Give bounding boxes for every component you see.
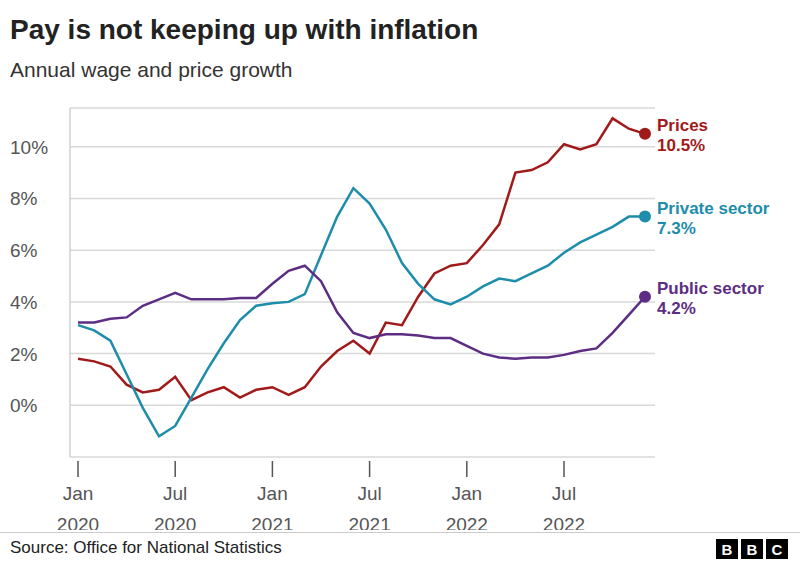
svg-text:Private sector7.3%: Private sector7.3%	[657, 199, 770, 238]
html-text:Pay is not keeping up with inf: Pay is not keeping up with inflation	[10, 14, 479, 45]
svg-text:Jul2021: Jul2021	[348, 483, 390, 530]
svg-text:Jul2020: Jul2020	[154, 483, 196, 530]
svg-text:0%: 0%	[10, 395, 38, 416]
svg-text:4%: 4%	[10, 292, 38, 313]
svg-text:10%: 10%	[10, 137, 48, 158]
svg-text:2%: 2%	[10, 344, 38, 365]
html-text:C: C	[771, 540, 783, 558]
html-text:B: B	[746, 540, 758, 558]
svg-text:Jul2022: Jul2022	[543, 483, 585, 530]
svg-text:Public sector4.2%: Public sector4.2%	[657, 279, 764, 318]
svg-text:Prices10.5%: Prices10.5%	[657, 116, 708, 155]
svg-text:Jan2022: Jan2022	[446, 483, 488, 530]
html-text:Annual wage and price growth: Annual wage and price growth	[10, 58, 293, 81]
svg-text:6%: 6%	[10, 240, 38, 261]
html-text:Source: Office for National St: Source: Office for National Statistics	[10, 538, 282, 557]
svg-text:Jan2021: Jan2021	[251, 483, 293, 530]
svg-text:8%: 8%	[10, 188, 38, 209]
html-text:B: B	[721, 540, 733, 558]
svg-text:Jan2020: Jan2020	[57, 483, 99, 530]
